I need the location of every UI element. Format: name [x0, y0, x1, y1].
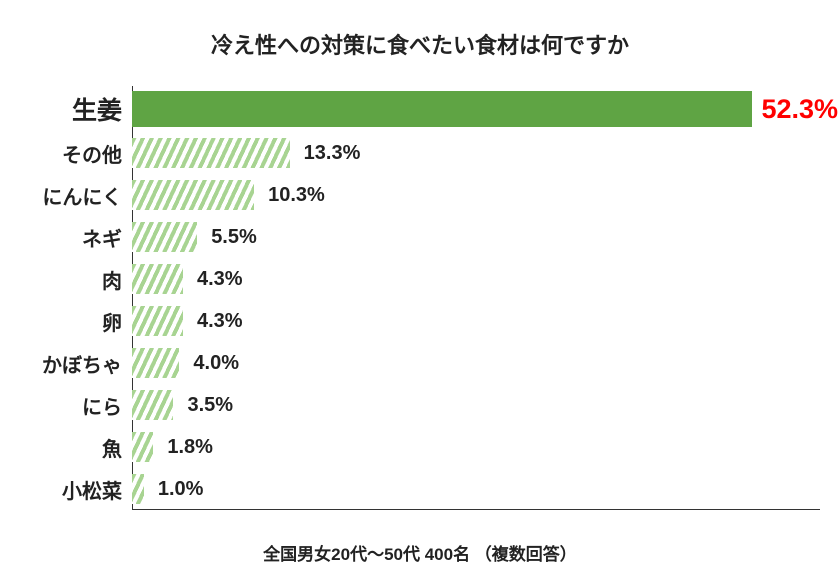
category-label: 卵	[20, 307, 132, 336]
value-label: 5.5%	[211, 226, 257, 249]
bar-row: にんにく 10.3%	[20, 174, 820, 216]
value-label: 1.8%	[167, 436, 213, 459]
bar	[132, 432, 153, 462]
category-label: かぼちゃ	[20, 349, 132, 378]
category-label: 魚	[20, 433, 132, 462]
x-axis-baseline	[132, 509, 820, 510]
category-label: にら	[20, 391, 132, 420]
bar-track: 52.3%	[132, 86, 752, 132]
bar-row: その他 13.3%	[20, 132, 820, 174]
value-label: 4.3%	[197, 268, 243, 291]
chart-caption: 全国男女20代～50代 400名 （複数回答）	[20, 540, 820, 565]
bar-track: 3.5%	[132, 384, 752, 426]
value-label: 52.3%	[761, 94, 838, 125]
bar	[132, 91, 752, 127]
value-label: 4.3%	[197, 310, 243, 333]
bar-row: 小松菜 1.0%	[20, 468, 820, 510]
category-label: その他	[20, 139, 132, 168]
bar-track: 4.3%	[132, 300, 752, 342]
bar-row: 卵 4.3%	[20, 300, 820, 342]
category-label: にんにく	[20, 181, 132, 210]
bar-row: 肉 4.3%	[20, 258, 820, 300]
bar	[132, 474, 144, 504]
bars-area: 生姜52.3%その他13.3%にんにく10.3%ネギ5.5%肉4.3%卵4.3%…	[20, 86, 820, 510]
value-label: 13.3%	[304, 142, 361, 165]
bar	[132, 264, 183, 294]
bar	[132, 222, 197, 252]
bar-track: 4.3%	[132, 258, 752, 300]
bar	[132, 180, 254, 210]
bar-track: 5.5%	[132, 216, 752, 258]
bar-track: 13.3%	[132, 132, 752, 174]
bar-row: 生姜52.3%	[20, 86, 820, 132]
value-label: 10.3%	[268, 184, 325, 207]
bar-track: 1.8%	[132, 426, 752, 468]
bar-track: 10.3%	[132, 174, 752, 216]
chart-container: 冷え性への対策に食べたい食材は何ですか 生姜52.3%その他13.3%にんにく1…	[0, 0, 840, 571]
bar	[132, 390, 173, 420]
value-label: 3.5%	[187, 394, 233, 417]
bar	[132, 348, 179, 378]
category-label: 生姜	[20, 91, 132, 127]
chart-title: 冷え性への対策に食べたい食材は何ですか	[20, 28, 820, 60]
category-label: 小松菜	[20, 475, 132, 504]
category-label: 肉	[20, 265, 132, 294]
bar-row: にら 3.5%	[20, 384, 820, 426]
bar-row: 魚 1.8%	[20, 426, 820, 468]
bar-row: かぼちゃ 4.0%	[20, 342, 820, 384]
value-label: 1.0%	[158, 478, 204, 501]
category-label: ネギ	[20, 223, 132, 252]
value-label: 4.0%	[193, 352, 239, 375]
bar-row: ネギ 5.5%	[20, 216, 820, 258]
bar	[132, 306, 183, 336]
bar	[132, 138, 290, 168]
bar-track: 1.0%	[132, 468, 752, 510]
bar-track: 4.0%	[132, 342, 752, 384]
